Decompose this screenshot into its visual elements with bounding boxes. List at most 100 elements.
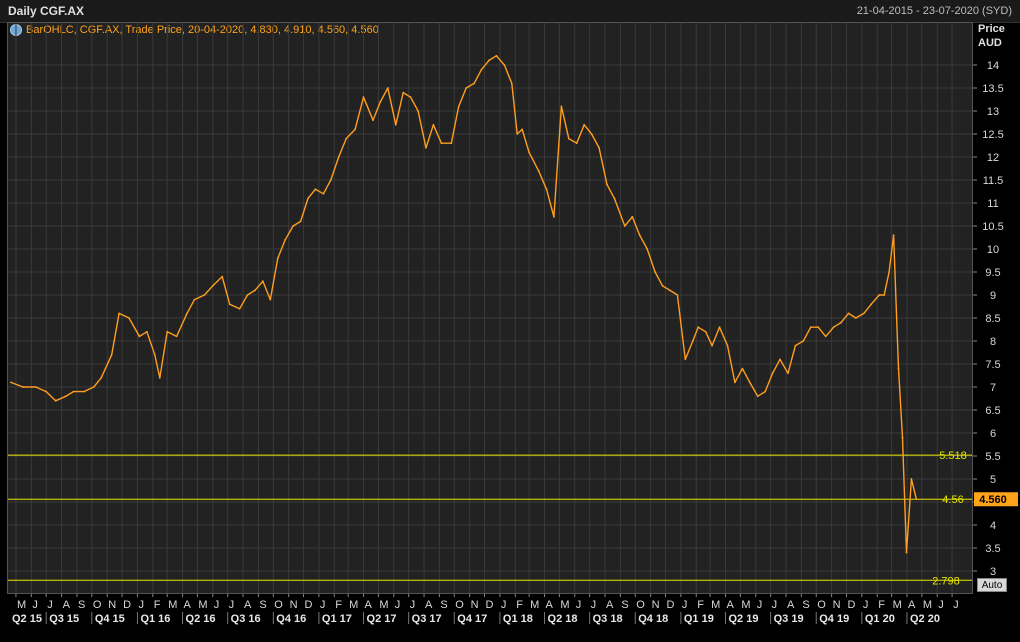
month-label: A (908, 599, 916, 611)
legend-text: BarOHLC, CGF.AX, Trade Price, 20-04-2020… (26, 24, 379, 36)
month-label: O (636, 599, 645, 611)
price-point (379, 100, 382, 103)
month-label: J (229, 599, 235, 611)
price-line (10, 55, 918, 554)
y-tick-label: 3.5 (985, 543, 1000, 555)
price-point (809, 326, 812, 329)
quarter-label: Q3 15 (49, 613, 79, 625)
price-point (158, 376, 161, 379)
price-point (567, 137, 570, 140)
y-axis-title-line1: Price (978, 23, 1005, 35)
y-tick-label: 11.5 (983, 175, 1004, 187)
price-point (676, 294, 679, 296)
horizontal-line-label-0: 5.518 (939, 450, 967, 462)
price-point (794, 344, 797, 347)
price-point (45, 390, 48, 393)
price-point (734, 381, 736, 384)
month-label: S (78, 599, 85, 611)
month-label: A (244, 599, 252, 611)
price-point (22, 386, 24, 388)
quarter-label: Q3 17 (412, 613, 442, 625)
price-point (153, 353, 156, 356)
quarter-label: Q3 18 (593, 613, 623, 625)
price-point (128, 317, 130, 319)
price-point (402, 91, 405, 94)
month-label: F (335, 599, 342, 611)
price-point (638, 234, 641, 237)
price-point (684, 358, 687, 361)
price-point (787, 372, 789, 375)
month-label: N (290, 599, 298, 611)
price-point (537, 169, 540, 172)
month-label: J (938, 599, 944, 611)
price-point (817, 326, 820, 329)
price-point (186, 312, 188, 315)
month-label: M (711, 599, 720, 611)
price-point (394, 123, 397, 126)
y-tick-label: 9 (990, 290, 996, 302)
quarter-label: Q3 19 (774, 613, 804, 625)
y-tick-label: 12 (987, 152, 999, 164)
y-tick-label: 12.5 (982, 129, 1003, 141)
month-label: D (847, 599, 855, 611)
y-tick-label: 8.5 (985, 313, 1000, 325)
price-point (82, 390, 85, 393)
price-point (65, 395, 67, 398)
y-tick-label: 13 (987, 106, 999, 118)
price-point (590, 133, 593, 135)
price-point (211, 284, 214, 287)
price-point (779, 358, 781, 361)
quarter-label: Q2 18 (548, 613, 578, 625)
month-label: J (501, 599, 507, 611)
y-tick-label: 5.5 (985, 451, 1000, 463)
price-point (221, 275, 224, 278)
month-label: M (893, 599, 902, 611)
price-point (553, 215, 555, 218)
month-label: F (516, 599, 523, 611)
price-point (386, 87, 389, 89)
price-point (802, 340, 805, 342)
price-point (915, 498, 918, 501)
price-point (425, 146, 427, 149)
price-point (661, 284, 664, 287)
month-label: J (757, 599, 763, 611)
month-label: D (305, 599, 313, 611)
month-label: D (667, 599, 675, 611)
y-tick-label: 9.5 (985, 267, 1000, 279)
quarter-label: Q4 15 (95, 613, 125, 625)
price-point (711, 344, 714, 347)
auto-scale-button[interactable]: Auto (977, 578, 1007, 592)
price-point (870, 303, 873, 306)
price-point (145, 330, 148, 333)
quarter-label: Q2 15 (12, 613, 42, 625)
month-label: S (259, 599, 266, 611)
price-series (10, 54, 918, 554)
month-label: M (168, 599, 177, 611)
price-point (510, 82, 513, 85)
price-point (166, 330, 169, 333)
plot-area[interactable] (7, 22, 973, 594)
y-tick-label: 6 (990, 428, 996, 440)
price-point (646, 248, 649, 250)
month-label: S (621, 599, 628, 611)
price-point (417, 110, 419, 112)
price-point (322, 192, 325, 195)
month-label: J (682, 599, 688, 611)
price-point (631, 215, 634, 218)
price-point (307, 197, 309, 200)
price-point (892, 234, 895, 237)
y-tick-label: 14 (987, 60, 999, 72)
price-point (246, 294, 249, 296)
price-point (764, 390, 767, 393)
horizontal-lines: 5.518 4.56 2.798 (8, 450, 972, 587)
y-tick-label: 13.5 (982, 83, 1003, 95)
quarter-label: Q1 17 (322, 613, 352, 625)
quarter-label: Q4 17 (457, 613, 487, 625)
price-point (345, 137, 348, 140)
quarter-label: Q1 20 (865, 613, 895, 625)
price-point (888, 271, 891, 273)
month-label: A (726, 599, 734, 611)
chart-title: Daily CGF.AX (8, 4, 85, 18)
price-point (691, 340, 694, 342)
month-label: J (576, 599, 582, 611)
